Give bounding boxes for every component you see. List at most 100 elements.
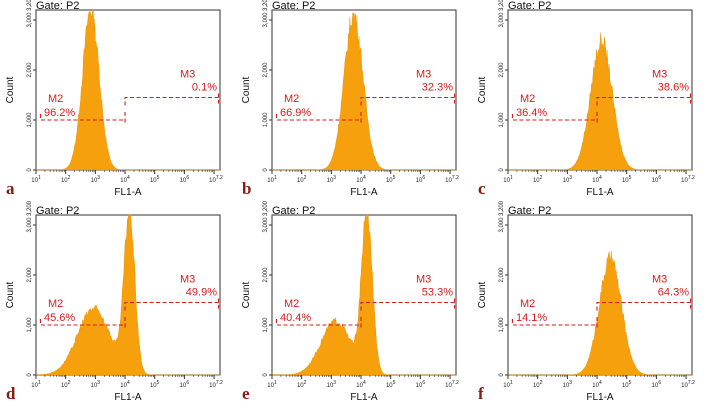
y-tick-label: 0 [263,373,269,377]
marker-M3-name: M3 [416,274,431,286]
x-axis-label: FL1-A [114,187,142,198]
y-axis-label: Count [241,76,252,103]
marker-M2-name: M2 [284,298,299,310]
x-tick-label: 104 [120,175,130,184]
gate-title: Gate: P2 [508,205,551,217]
y-tick-label: 3,000 [27,217,33,233]
y-tick-label: 0 [263,168,269,172]
x-tick-label: 107.2 [445,175,459,184]
marker-M3-name: M3 [652,69,667,81]
marker-M2-line [275,112,362,123]
histogram-area [35,214,220,376]
histogram-area [272,12,456,171]
y-axis-label: Count [241,281,252,308]
marker-M2-name: M2 [520,298,535,310]
histogram-area [271,214,456,376]
marker-M2-name: M2 [284,93,299,105]
marker-M3-percent: 49.9% [186,287,217,299]
x-tick-label: 106 [652,175,662,184]
x-tick-label: 106 [180,380,190,389]
x-tick-label: 103 [563,380,573,389]
marker-M2-percent: 66.9% [280,107,311,119]
y-tick-label: 2,000 [263,267,269,283]
marker-M3-name: M3 [652,274,667,286]
y-tick-label: 3,000 [499,12,505,28]
x-tick-label: 102 [61,380,71,389]
x-tick-label: 105 [386,380,396,389]
marker-M2-percent: 45.6% [44,312,75,324]
marker-M3-line [124,93,220,106]
x-axis-label: FL1-A [350,392,378,403]
x-tick-label: 105 [150,380,160,389]
marker-M3-percent: 0.1% [192,82,217,94]
panel-label: b [242,179,251,198]
marker-M3-line [596,93,692,106]
marker-M3-percent: 53.3% [422,287,453,299]
marker-M3-line [124,298,220,311]
x-tick-label: 102 [297,380,307,389]
marker-M2-percent: 36.4% [516,107,547,119]
y-tick-label: 3,200 [499,0,505,11]
y-axis-label: Count [477,281,488,308]
x-tick-label: 105 [622,380,632,389]
marker-M3-name: M3 [180,274,195,286]
x-tick-label: 106 [652,380,662,389]
histogram-area [508,32,692,171]
x-tick-label: 101 [31,380,41,389]
x-tick-label: 101 [503,175,513,184]
y-axis-label: Count [477,76,488,103]
y-tick-label: 3,000 [263,217,269,233]
x-tick-label: 101 [267,380,277,389]
y-tick-label: 0 [499,168,505,172]
panel-label: f [478,384,484,403]
panel-label: e [242,384,250,403]
marker-M3-percent: 64.3% [658,287,689,299]
x-tick-label: 104 [592,175,602,184]
x-tick-label: 103 [327,380,337,389]
x-tick-label: 101 [267,175,277,184]
y-tick-label: 2,000 [263,62,269,78]
y-tick-label: 3,200 [27,200,33,216]
marker-M3-percent: 38.6% [658,82,689,94]
marker-M2-line [39,112,126,123]
x-tick-label: 107.2 [445,380,459,389]
x-tick-label: 101 [31,175,41,184]
x-tick-label: 103 [91,175,101,184]
y-tick-label: 1,000 [263,317,269,333]
marker-M3-line [596,298,692,311]
y-tick-label: 3,200 [27,0,33,11]
histogram-area [36,9,220,171]
x-tick-label: 103 [327,175,337,184]
x-tick-label: 103 [563,175,573,184]
marker-M2-percent: 96.2% [44,107,75,119]
x-tick-label: 103 [91,380,101,389]
x-tick-label: 102 [61,175,71,184]
y-tick-label: 3,000 [263,12,269,28]
x-axis-label: FL1-A [350,187,378,198]
y-tick-label: 3,200 [499,200,505,216]
x-tick-label: 107.2 [681,175,695,184]
x-tick-label: 102 [533,380,543,389]
plot-frame [35,9,221,171]
y-tick-label: 1,000 [263,112,269,128]
marker-M2-percent: 14.1% [516,312,547,324]
x-tick-label: 106 [180,175,190,184]
y-tick-label: 3,200 [263,0,269,11]
x-tick-label: 102 [297,175,307,184]
y-tick-label: 0 [27,168,33,172]
gate-title: Gate: P2 [272,0,315,12]
panel-label: a [6,179,15,198]
panel-label: c [478,179,486,198]
y-tick-label: 1,000 [499,317,505,333]
marker-M3-line [360,298,456,311]
y-axis-label: Count [5,281,16,308]
marker-M2-line [511,112,598,123]
y-tick-label: 1,000 [499,112,505,128]
marker-M2-line [511,317,598,328]
